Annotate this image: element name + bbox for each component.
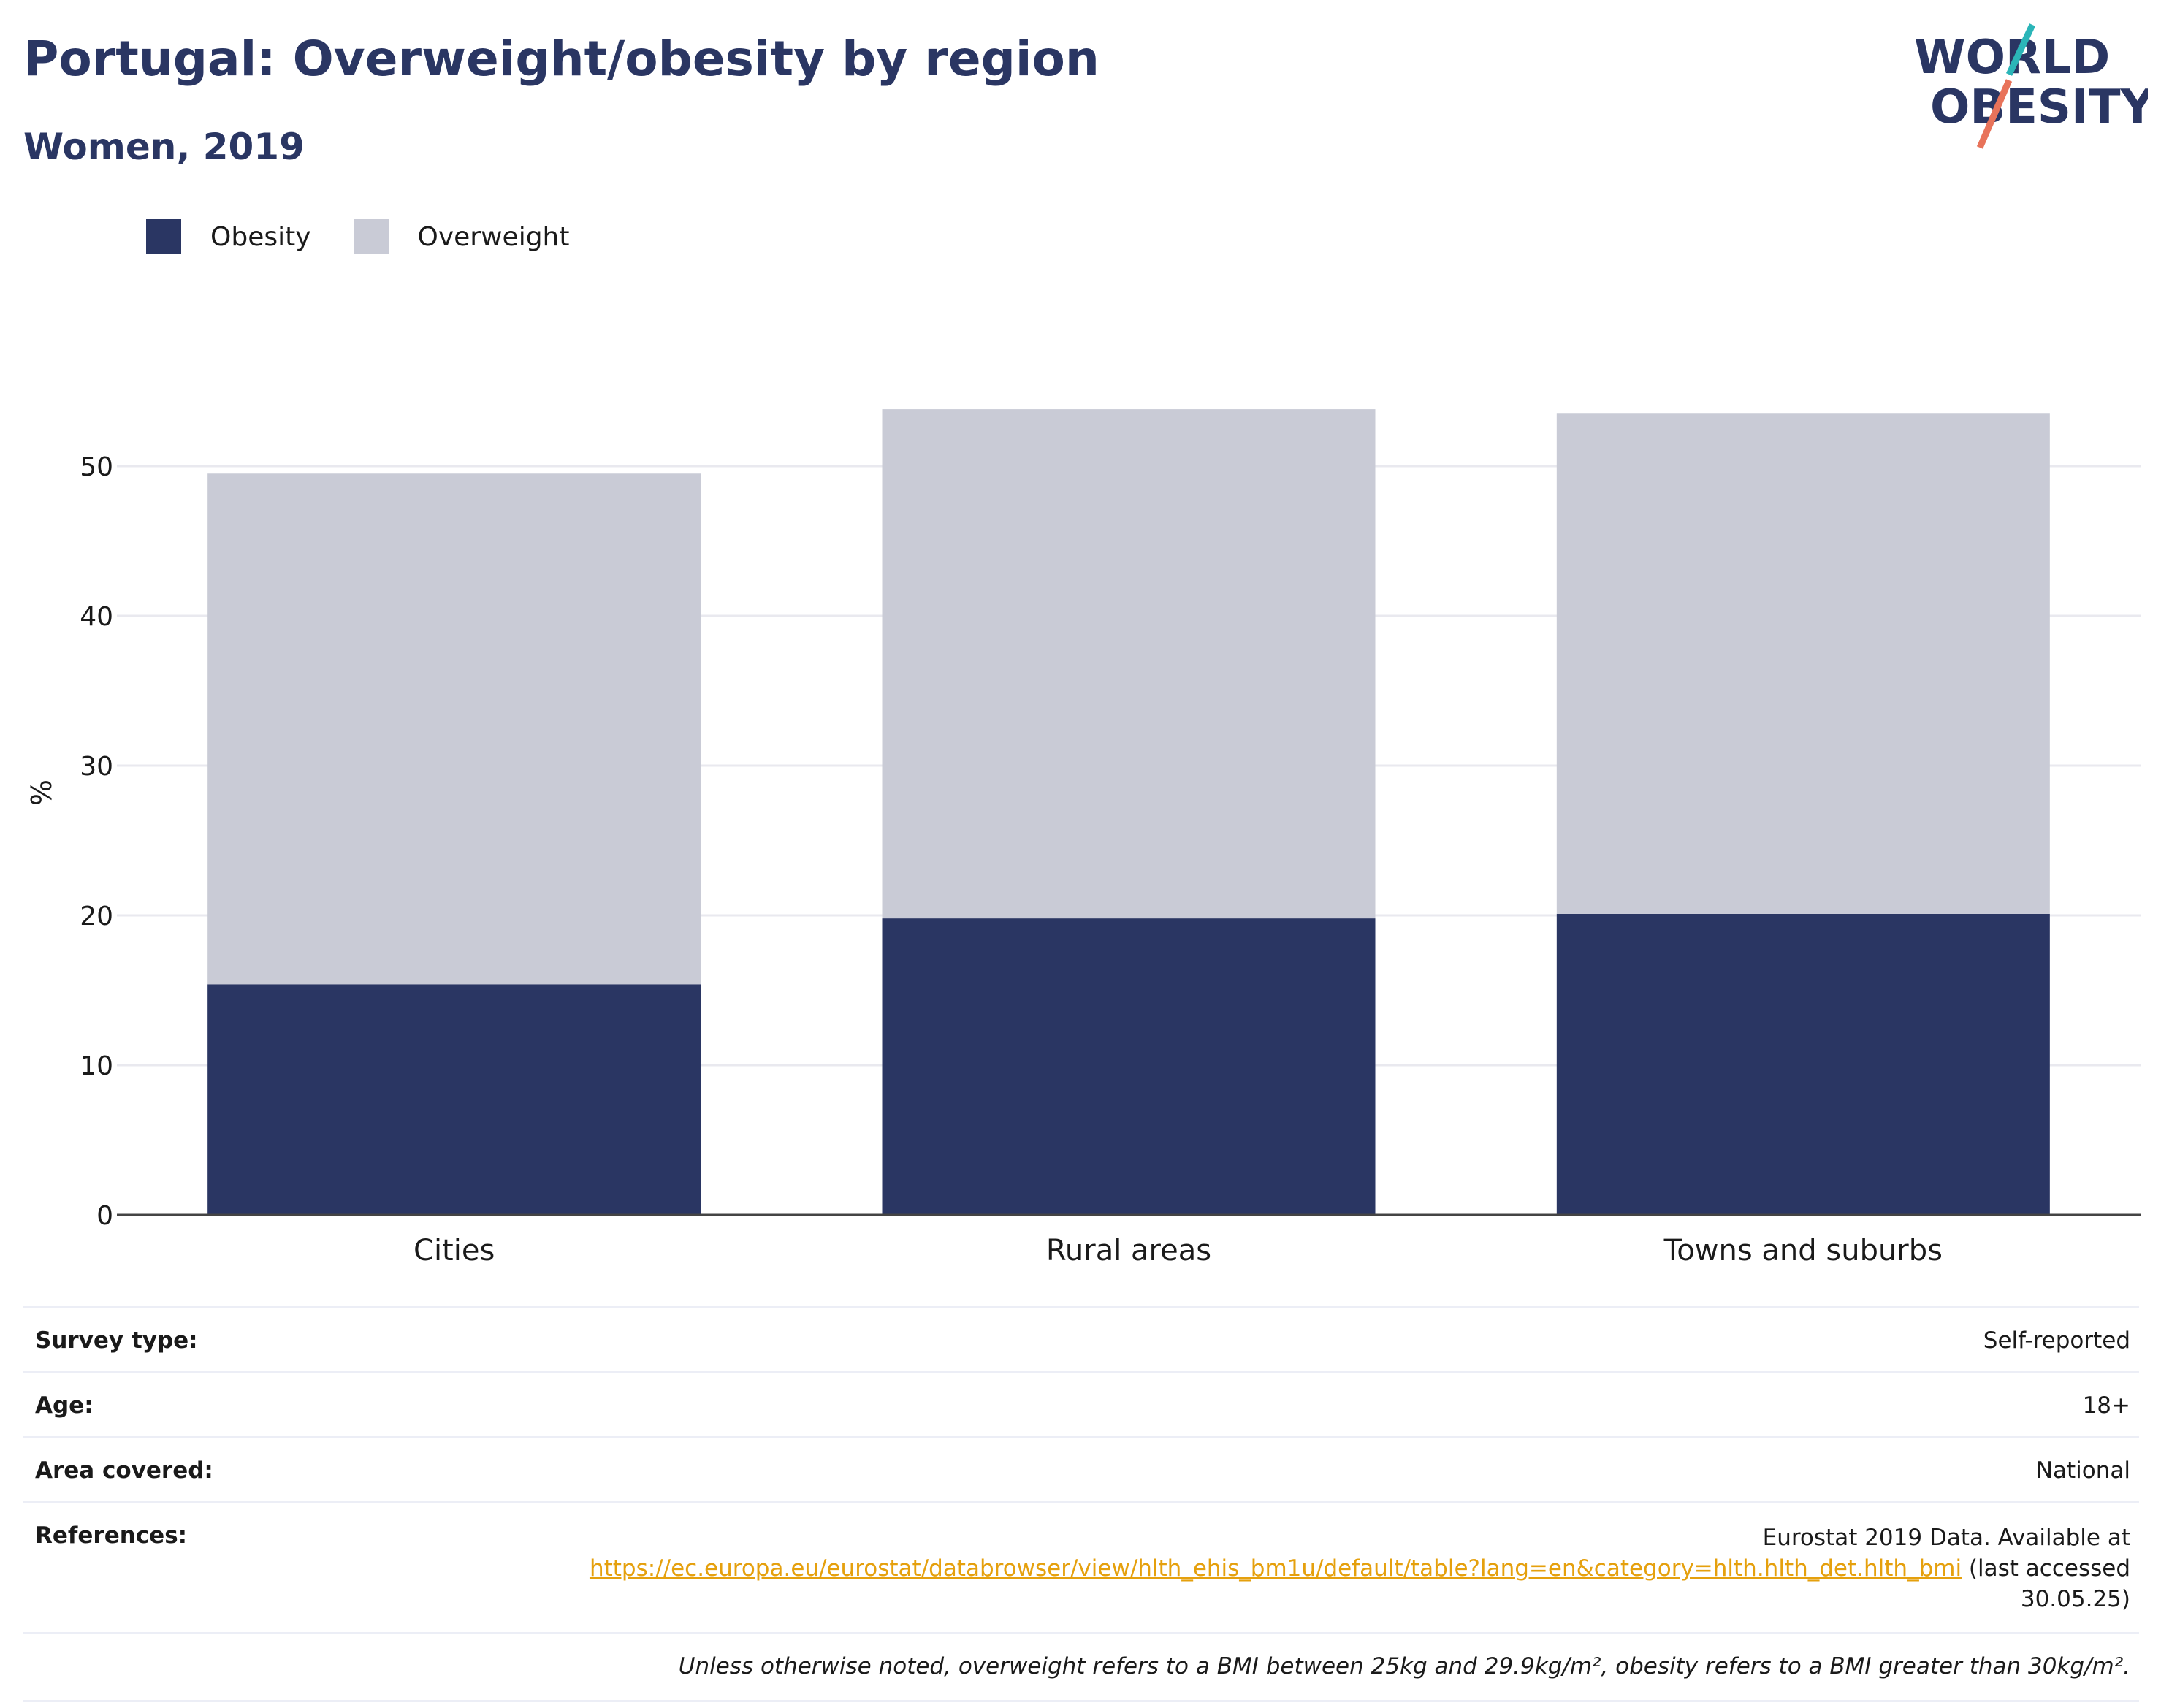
survey-type-value: Self-reported (1983, 1327, 2130, 1354)
legend-item-overweight[interactable]: Overweight (353, 219, 570, 254)
logo-line1: WORLD (1914, 31, 2110, 85)
bar-overweight-2 (1556, 413, 2050, 914)
world-obesity-logo: WORLD OBESITY (1899, 22, 2154, 153)
x-tick-label-1: Rural areas (1046, 1234, 1211, 1267)
legend-swatch-overweight (353, 219, 389, 254)
bmi-note: Unless otherwise noted, overweight refer… (23, 1632, 2139, 1702)
bar-obesity-0 (207, 984, 701, 1215)
references-prefix: Eurostat 2019 Data. Available at (1762, 1525, 2130, 1551)
age-row: Age: 18+ (23, 1371, 2139, 1436)
survey-info-table: Survey type: Self-reported Age: 18+ Area… (23, 1306, 2139, 1702)
references-label: References: (35, 1522, 188, 1549)
legend-swatch-obesity (146, 219, 181, 254)
survey-type-label: Survey type: (35, 1327, 198, 1354)
logo-line2: OBESITY (1930, 80, 2148, 134)
legend-label-overweight: Overweight (417, 221, 570, 252)
chart-subtitle: Women, 2019 (23, 126, 305, 168)
y-tick-label-20: 20 (80, 901, 113, 931)
x-tick-label-2: Towns and suburbs (1663, 1234, 1943, 1267)
references-suffix: (last accessed 30.05.25) (1968, 1555, 2130, 1612)
age-value: 18+ (2082, 1392, 2130, 1419)
references-row: References: Eurostat 2019 Data. Availabl… (23, 1501, 2139, 1632)
stacked-bar-chart: 0 10 20 30 40 50% Cities Rural areas Towns and s… (26, 409, 2141, 1267)
bar-obesity-2 (1556, 913, 2050, 1215)
logo-teal-slash (2005, 23, 2036, 76)
legend: Obesity Overweight (146, 219, 611, 254)
y-tick-label-0: 0 (96, 1201, 113, 1231)
y-tick-label-50: 50 (80, 452, 113, 482)
bar-obesity-1 (882, 918, 1376, 1215)
references-link[interactable]: https://ec.europa.eu/eurostat/databrowse… (589, 1555, 1962, 1582)
x-tick-label-0: Cities (413, 1234, 495, 1267)
chart-title: Portugal: Overweight/obesity by region (23, 31, 1099, 87)
bar-overweight-1 (882, 409, 1376, 919)
area-label: Area covered: (35, 1457, 213, 1484)
area-value: National (2035, 1457, 2130, 1484)
y-tick-label-30: 30 (80, 752, 113, 782)
y-tick-label-40: 40 (80, 602, 113, 632)
age-label: Age: (35, 1392, 94, 1419)
logo-coral-slash (1976, 79, 2013, 149)
area-row: Area covered: National (23, 1436, 2139, 1501)
survey-type-row: Survey type: Self-reported (23, 1306, 2139, 1371)
bar-overweight-0 (207, 473, 701, 985)
legend-item-obesity[interactable]: Obesity (146, 219, 311, 254)
y-tick-label-10: 10 (80, 1051, 113, 1081)
references-value: Eurostat 2019 Data. Available at https:/… (523, 1522, 2130, 1614)
y-axis-title: % (26, 779, 58, 806)
legend-label-obesity: Obesity (210, 221, 311, 252)
